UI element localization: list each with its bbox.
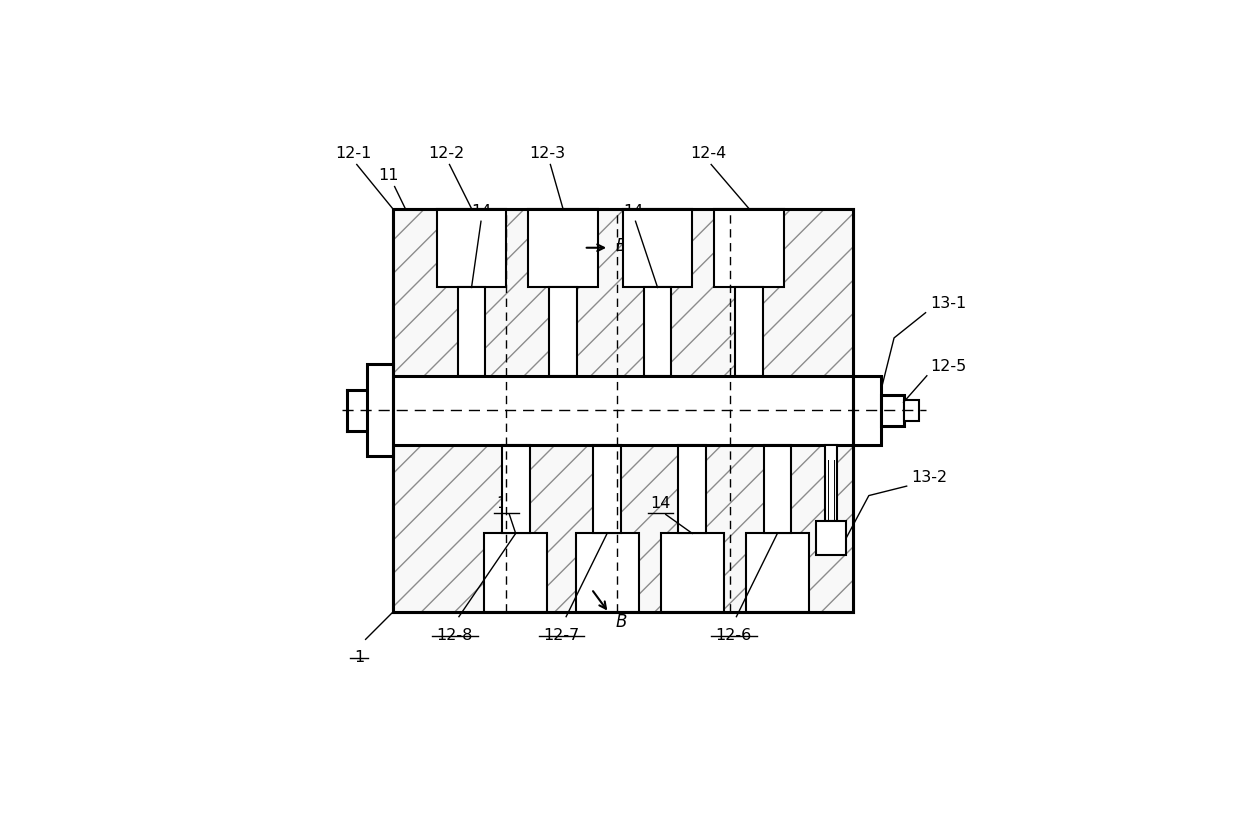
Bar [393,209,853,613]
Bar [393,376,853,446]
Text: B: B [615,613,626,631]
Text: 12-5: 12-5 [931,360,967,374]
Text: 12-2: 12-2 [428,147,465,161]
Bar [393,209,853,613]
Bar [904,400,919,421]
Bar [714,209,784,287]
Bar [549,287,577,376]
Bar [735,287,763,376]
Text: 14: 14 [624,205,644,219]
Bar [528,209,598,287]
Text: 14: 14 [497,496,517,511]
Bar [575,533,639,613]
Text: 12-6: 12-6 [715,628,751,643]
Bar [367,364,393,456]
Bar [661,533,724,613]
Bar [622,209,692,287]
Bar [882,395,904,426]
Text: 12-1: 12-1 [335,147,371,161]
Bar [746,533,808,613]
Bar [593,446,621,533]
Text: 14: 14 [471,205,491,219]
Text: 12-8: 12-8 [436,628,472,643]
Bar [436,209,506,287]
Bar [393,209,853,613]
Text: 13-1: 13-1 [931,296,967,311]
Bar [678,446,706,533]
Text: 13-2: 13-2 [911,470,947,486]
Bar [458,287,485,376]
Text: 14: 14 [651,496,671,511]
Bar [826,446,837,521]
Text: B: B [615,238,626,256]
Bar [502,446,529,533]
Bar [816,521,846,555]
Text: 1: 1 [355,650,365,665]
Bar [644,287,671,376]
Bar [484,533,547,613]
Text: 12-3: 12-3 [529,147,565,161]
Text: 12-4: 12-4 [689,147,727,161]
Bar [853,376,882,446]
Bar [764,446,791,533]
Text: 11: 11 [378,169,398,183]
Text: 12-7: 12-7 [543,628,579,643]
